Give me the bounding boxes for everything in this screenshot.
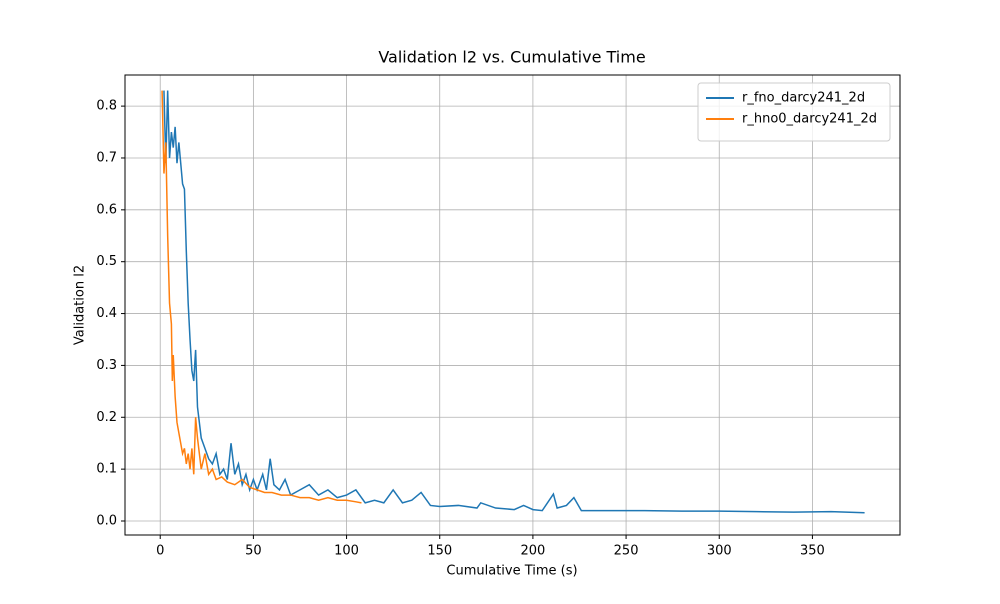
- y-axis-label: Validation l2: [73, 265, 88, 345]
- line-series: [161, 90, 362, 504]
- line-series: [163, 90, 865, 514]
- chart-title: Validation l2 vs. Cumulative Time: [378, 48, 645, 67]
- x-tick-label: 200: [520, 544, 545, 559]
- y-tick-label: 0.1: [96, 462, 117, 477]
- y-tick-label: 0.4: [96, 306, 117, 321]
- x-tick-label: 100: [334, 544, 359, 559]
- y-tick-label: 0.8: [96, 99, 117, 114]
- x-tick-label: 250: [614, 544, 639, 559]
- legend-label: r_fno_darcy241_2d: [742, 91, 865, 106]
- y-tick-label: 0.6: [96, 202, 117, 217]
- y-tick-label: 0.2: [96, 410, 117, 425]
- y-tick-label: 0.3: [96, 358, 117, 373]
- x-axis-label: Cumulative Time (s): [446, 564, 577, 579]
- x-tick-label: 350: [800, 544, 825, 559]
- legend-box: [697, 82, 891, 142]
- x-tick-label: 300: [707, 544, 732, 559]
- y-tick-label: 0.7: [96, 150, 117, 165]
- x-tick-label: 0: [156, 544, 164, 559]
- x-tick-label: 50: [245, 544, 262, 559]
- legend-label: r_hno0_darcy241_2d: [742, 112, 877, 127]
- x-tick-label: 150: [427, 544, 452, 559]
- plot-frame: [124, 74, 901, 536]
- y-tick-label: 0.5: [96, 254, 117, 269]
- y-tick-label: 0.0: [96, 513, 117, 528]
